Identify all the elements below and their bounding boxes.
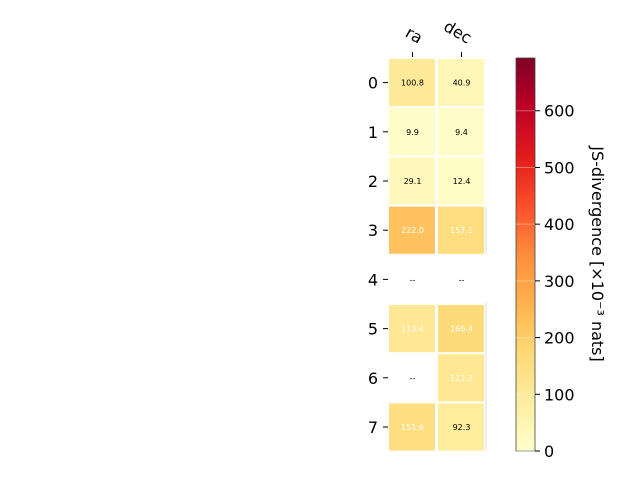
heatmap-cell-labels: 100.8 40.9 9.9 9.4 29.1 12.4 222.0 157.1 -- -- 113…	[401, 79, 473, 432]
colorbar-gradient	[515, 57, 536, 452]
heatmap-cell	[438, 305, 484, 353]
colorbar-tick-label: 300	[544, 272, 575, 291]
row-axis: 0 1 2 3 4 5 6 7	[368, 74, 388, 437]
column-tick-label: ra	[402, 23, 426, 48]
heatmap-cell	[438, 354, 484, 402]
heatmap-cell	[438, 59, 484, 107]
row-tick-label: 4	[368, 270, 378, 289]
cell-value-label: --	[410, 374, 416, 383]
colorbar-tick-label: 200	[544, 329, 575, 348]
cell-value-label: 151.6	[401, 423, 424, 432]
colorbar-tick-label: 400	[544, 215, 575, 234]
colorbar-ticks: 0 100 200 300 400 500 600	[516, 102, 575, 461]
row-tick-label: 5	[368, 320, 378, 339]
heatmap-cell	[389, 206, 435, 254]
cell-value-label: 40.9	[453, 79, 471, 88]
row-tick-label: 7	[368, 418, 378, 437]
cell-value-label: 9.9	[406, 128, 419, 137]
column-tick-label: dec	[441, 17, 475, 48]
cell-value-label: 29.1	[404, 177, 422, 186]
heatmap-cells	[389, 59, 487, 451]
heatmap-cell	[438, 403, 484, 451]
cell-value-label: --	[410, 275, 416, 284]
heatmap-cell	[438, 206, 484, 254]
column-axis: ra dec	[402, 17, 475, 57]
colorbar: 0 100 200 300 400 500 600 JS-divergence [×10⁻³…	[515, 57, 607, 461]
heatmap-cell	[389, 305, 435, 353]
colorbar-tick-label: 100	[544, 385, 575, 404]
heatmap-cell	[389, 108, 435, 156]
heatmap-cell	[438, 157, 484, 205]
cell-value-label: 92.3	[453, 423, 471, 432]
cell-value-label: 111.2	[450, 374, 473, 383]
heatmap-cell	[389, 59, 435, 107]
heatmap-cell	[389, 157, 435, 205]
row-tick-label: 3	[368, 221, 378, 240]
cell-value-label: 12.4	[453, 177, 471, 186]
row-tick-label: 0	[368, 74, 378, 93]
colorbar-tick-label: 600	[544, 102, 575, 121]
colorbar-label: JS-divergence [×10⁻³ nats]	[588, 145, 607, 361]
colorbar-tick-label: 500	[544, 158, 575, 177]
cell-value-label: 166.4	[450, 325, 473, 334]
cell-value-label: 222.0	[401, 226, 424, 235]
cell-value-label: 9.4	[455, 128, 468, 137]
cell-value-label: --	[459, 275, 465, 284]
heatmap-cell	[438, 108, 484, 156]
cell-value-label: 113.4	[401, 325, 424, 334]
row-tick-label: 6	[368, 369, 378, 388]
row-tick-label: 2	[368, 172, 378, 191]
heatmap-cell	[389, 403, 435, 451]
cell-value-label: 157.1	[450, 226, 473, 235]
row-tick-label: 1	[368, 123, 378, 142]
colorbar-tick-label: 0	[544, 442, 554, 461]
cell-value-label: 100.8	[401, 79, 424, 88]
